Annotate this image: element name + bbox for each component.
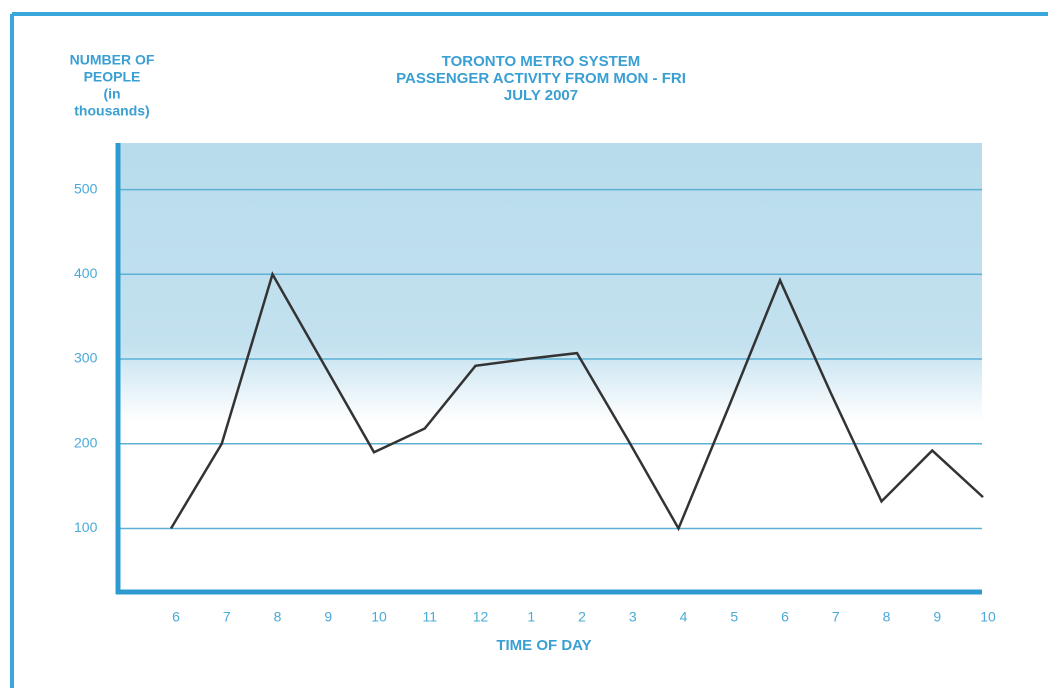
chart-title: TORONTO METRO SYSTEM xyxy=(442,53,641,70)
chart-title: JULY 2007 xyxy=(504,87,578,104)
chart-title: PASSENGER ACTIVITY FROM MON - FRI xyxy=(396,70,686,87)
x-tick-label: 9 xyxy=(324,609,332,625)
y-tick-label: 300 xyxy=(74,350,98,366)
y-tick-label: 400 xyxy=(74,265,98,281)
y-tick-label: 500 xyxy=(74,180,98,196)
x-tick-label: 1 xyxy=(527,609,535,625)
y-axis-label: NUMBER OF xyxy=(70,52,155,68)
x-tick-label: 8 xyxy=(274,609,282,625)
x-tick-label: 10 xyxy=(980,609,996,625)
x-tick-label: 5 xyxy=(730,609,738,625)
x-axis-label: TIME OF DAY xyxy=(496,637,591,654)
x-tick-label: 2 xyxy=(578,609,586,625)
x-tick-label: 4 xyxy=(680,609,688,625)
x-tick-label: 6 xyxy=(781,609,789,625)
x-tick-label: 7 xyxy=(223,609,231,625)
y-axis-label: PEOPLE xyxy=(84,69,141,85)
x-tick-label: 10 xyxy=(371,609,387,625)
data-line xyxy=(169,271,984,532)
x-tick-label: 9 xyxy=(933,609,941,625)
y-axis-label: thousands) xyxy=(74,103,149,119)
y-tick-label: 200 xyxy=(74,434,98,450)
plot-area xyxy=(118,143,982,592)
x-tick-label: 7 xyxy=(832,609,840,625)
y-tick-label: 100 xyxy=(74,519,98,535)
x-tick-label: 3 xyxy=(629,609,637,625)
x-tick-label: 8 xyxy=(883,609,891,625)
x-tick-label: 12 xyxy=(473,609,489,625)
x-tick-label: 6 xyxy=(172,609,180,625)
x-tick-label: 11 xyxy=(422,609,437,625)
y-axis-label: (in xyxy=(103,86,120,102)
